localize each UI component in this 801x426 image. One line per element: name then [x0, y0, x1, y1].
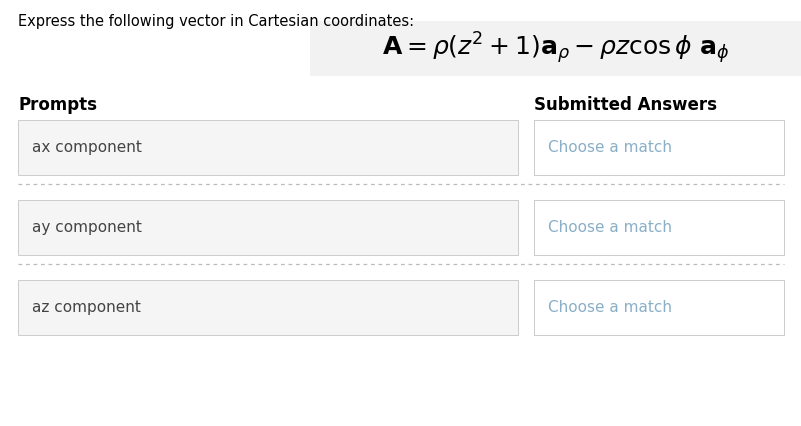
Text: ay component: ay component [32, 220, 142, 235]
FancyBboxPatch shape [534, 280, 784, 335]
Text: az component: az component [32, 300, 141, 315]
FancyBboxPatch shape [534, 200, 784, 255]
Text: Choose a match: Choose a match [548, 140, 672, 155]
Text: Submitted Answers: Submitted Answers [534, 96, 717, 114]
FancyBboxPatch shape [18, 120, 518, 175]
FancyBboxPatch shape [310, 21, 801, 76]
Text: Choose a match: Choose a match [548, 220, 672, 235]
Text: Choose a match: Choose a match [548, 300, 672, 315]
Text: $\mathbf{A} = \rho(z^2 + 1)\mathbf{a}_{\rho} - \rho z \cos \phi\ \mathbf{a}_{\ph: $\mathbf{A} = \rho(z^2 + 1)\mathbf{a}_{\… [382, 31, 729, 66]
Text: Express the following vector in Cartesian coordinates:: Express the following vector in Cartesia… [18, 14, 414, 29]
Text: ax component: ax component [32, 140, 142, 155]
FancyBboxPatch shape [18, 200, 518, 255]
Text: Prompts: Prompts [18, 96, 97, 114]
FancyBboxPatch shape [18, 280, 518, 335]
FancyBboxPatch shape [534, 120, 784, 175]
